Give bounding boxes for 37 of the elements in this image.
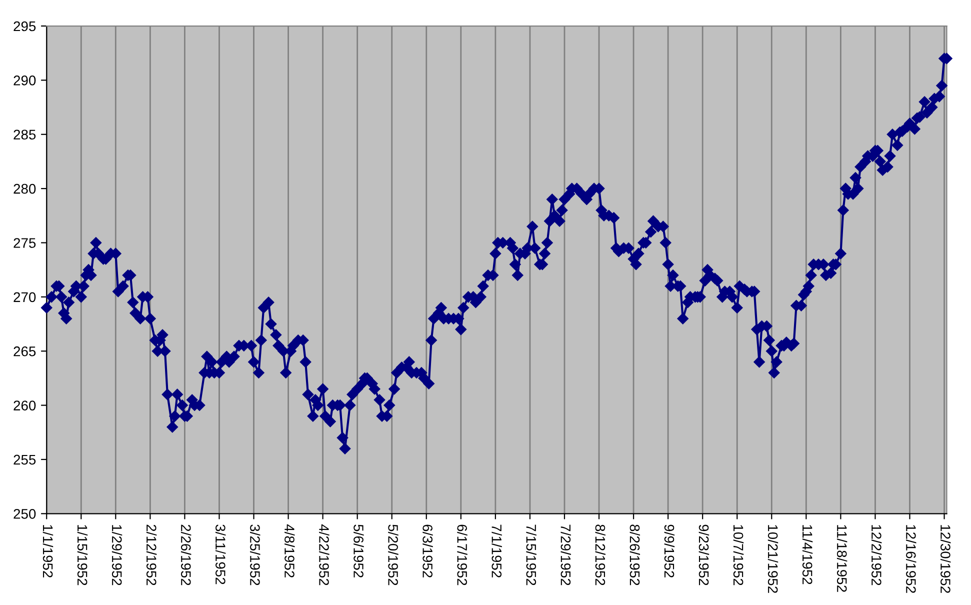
x-tick-label: 7/1/1952 bbox=[492, 524, 502, 578]
y-tick-label: 250 bbox=[14, 508, 36, 519]
y-tick-label: 290 bbox=[14, 76, 36, 86]
x-tick-label: 5/6/1952 bbox=[354, 524, 364, 578]
x-tick-label: 7/15/1952 bbox=[526, 524, 536, 586]
x-tick-label: 3/11/1952 bbox=[216, 524, 226, 584]
x-tick-label: 5/20/1952 bbox=[388, 524, 398, 586]
x-tick-label: 1/15/1952 bbox=[77, 525, 88, 586]
x-tick-label: 2/12/1952 bbox=[146, 524, 157, 586]
x-tick-label: 12/30/1952 bbox=[940, 525, 951, 593]
y-tick-label: 270 bbox=[14, 292, 36, 302]
y-tick-label: 265 bbox=[14, 346, 36, 356]
x-tick-label: 9/9/1952 bbox=[664, 524, 675, 578]
x-tick-label: 6/17/1952 bbox=[457, 524, 468, 586]
y-tick-label: 255 bbox=[14, 454, 36, 465]
y-tick-label: 260 bbox=[14, 400, 36, 410]
y-tick-label: 285 bbox=[14, 130, 36, 140]
x-tick-label: 8/12/1952 bbox=[595, 524, 606, 586]
x-tick-label: 3/25/1952 bbox=[250, 524, 260, 586]
x-tick-label: 9/23/1952 bbox=[698, 524, 710, 586]
x-tick-label: 6/3/1952 bbox=[422, 524, 433, 578]
x-tick-label: 12/16/1952 bbox=[906, 525, 916, 593]
x-tick-label: 4/22/1952 bbox=[319, 524, 330, 586]
y-tick-label: 295 bbox=[14, 21, 36, 32]
y-tick-label: 280 bbox=[14, 184, 36, 194]
x-tick-label: 10/7/1952 bbox=[733, 525, 744, 586]
x-tick-label: 10/21/1952 bbox=[768, 525, 778, 593]
x-tick-label: 7/29/1952 bbox=[560, 524, 571, 586]
x-tick-label: 11/4/1952 bbox=[802, 525, 813, 584]
x-tick-label: 1/1/1952 bbox=[42, 525, 54, 578]
y-tick-label: 275 bbox=[14, 238, 36, 248]
x-tick-label: 8/26/1952 bbox=[630, 524, 640, 586]
x-tick-label: 12/2/1952 bbox=[871, 525, 882, 586]
x-tick-label: 2/26/1952 bbox=[180, 524, 192, 586]
x-tick-label: 4/8/1952 bbox=[284, 524, 295, 578]
x-tick-label: 1/29/1952 bbox=[112, 525, 122, 586]
x-tick-label: 11/18/1952 bbox=[836, 525, 848, 592]
